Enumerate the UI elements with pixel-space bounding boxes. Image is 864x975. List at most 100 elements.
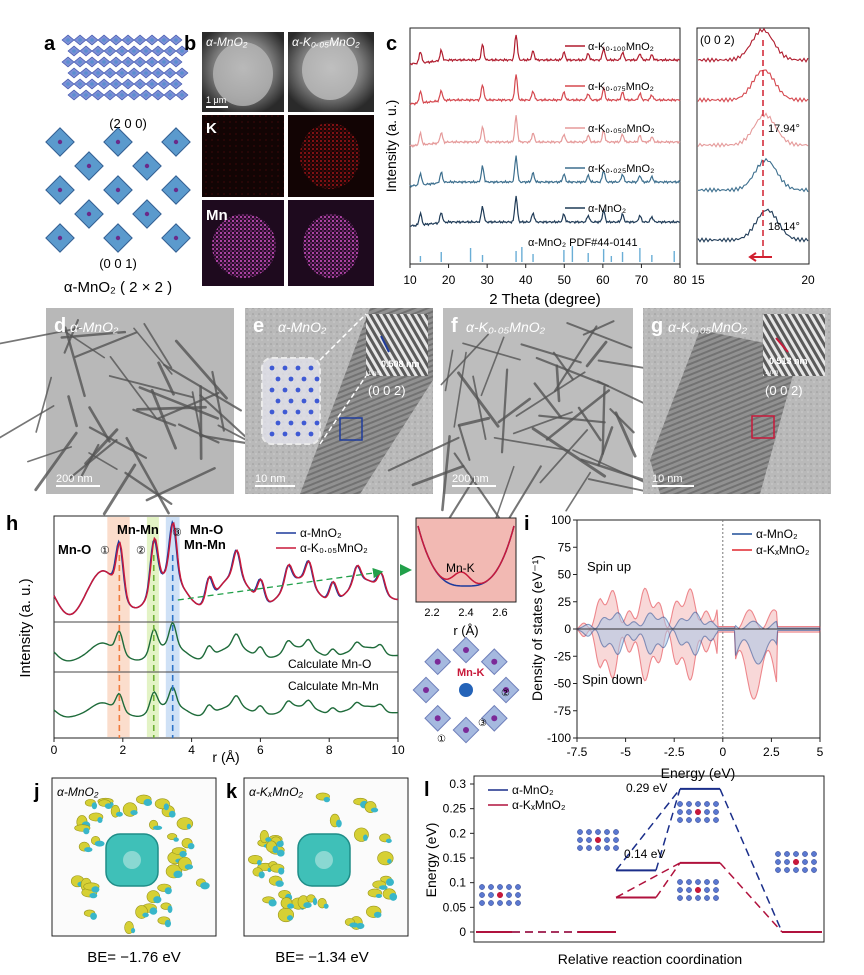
iso-cyan-lobe — [265, 837, 272, 842]
iso-cyan-lobe — [164, 887, 172, 895]
tunnel-mn-atom — [86, 211, 92, 217]
lattice-atom — [168, 93, 172, 97]
lattice-atom — [90, 38, 94, 42]
tunnel-mn-atom — [115, 187, 121, 193]
panel-letter-i: i — [524, 513, 530, 535]
l-connector-1-d — [655, 862, 681, 898]
tem-nanorod — [553, 325, 598, 392]
h-struct-mn — [434, 715, 441, 722]
iso-cyan-lobe — [363, 834, 368, 841]
lattice-atom — [84, 49, 88, 53]
tem-nanorod — [565, 471, 591, 512]
l-thumb-atom — [595, 845, 601, 851]
l-ylabel: Energy (eV) — [423, 823, 439, 898]
l-thumb-atom — [704, 887, 710, 893]
panel-k: k α-KₓMnO₂ BE= −1.34 eV — [226, 777, 409, 966]
l-connector-0-c — [719, 788, 783, 933]
l-thumb-atom — [586, 845, 592, 851]
iso-cyan-lobe — [173, 870, 183, 879]
tem-nanorod — [132, 408, 177, 427]
tem-nanorod — [211, 370, 225, 432]
lattice-atom — [72, 93, 76, 97]
iso-cyan-lobe — [84, 847, 93, 853]
lattice-atom — [78, 60, 82, 64]
h-circ-2: ② — [136, 545, 146, 557]
l-thumb-atom — [479, 900, 485, 906]
h-struct-mn — [491, 658, 498, 665]
xrd-xtick-label: 40 — [519, 273, 533, 287]
l-thumb-atom — [793, 867, 799, 873]
f-title: α-K₀.₀₅MnO₂ — [466, 319, 546, 335]
xrd-xtick-label: 10 — [403, 273, 417, 287]
e-model-atom — [269, 387, 275, 393]
label-001: (0 0 1) — [99, 256, 137, 271]
tem-nanorod — [597, 426, 614, 467]
l-thumb-atom — [686, 817, 692, 823]
lattice-atom — [66, 60, 70, 64]
g-scale-text: 10 nm — [652, 473, 683, 485]
l-thumb-atom — [686, 887, 692, 893]
tem-nanorod — [143, 322, 173, 369]
lattice-atom — [132, 49, 136, 53]
iso-cyan-lobe — [356, 922, 365, 930]
l-thumb-atom — [704, 895, 710, 901]
i-ylabel: Density of states (eV⁻¹) — [529, 555, 545, 701]
lattice-atom — [114, 38, 118, 42]
l-thumb-atom — [775, 859, 781, 865]
l-thumb-atom — [604, 845, 610, 851]
h-struct-circ-1: ① — [437, 734, 446, 745]
panel-f: f α-K₀.₀₅MnO₂ 200 nm — [387, 308, 674, 540]
iso-cyan-lobe — [349, 922, 359, 928]
iso-cyan-lobe — [323, 903, 329, 909]
dos-ytick-label: 100 — [551, 513, 571, 527]
tem-nanorod — [580, 458, 654, 485]
lattice-atom — [150, 82, 154, 86]
tunnel-mn-atom — [173, 235, 179, 241]
l-thumb-atom — [713, 809, 719, 815]
dos-xtick-label: 0 — [719, 745, 726, 759]
h-green-arrowhead — [400, 564, 412, 576]
xrd-inset-line-4 — [697, 208, 809, 243]
h-inset-frame — [415, 517, 517, 603]
iso-cyan-lobe — [303, 902, 312, 909]
iso-cyan-lobe — [387, 858, 392, 864]
lattice-atom — [138, 38, 142, 42]
panel-d: d α-MnO₂ 200 nm — [0, 308, 282, 516]
h-struct-mn — [423, 687, 429, 693]
h-calc-mnmn-line — [53, 686, 399, 718]
lattice-atom — [180, 71, 184, 75]
iso-cyan-lobe — [149, 907, 158, 915]
iso-center-glow — [123, 851, 141, 869]
iso-cyan-lobe — [286, 915, 293, 921]
iso-cyan-lobe — [278, 867, 285, 875]
panel-letter-l: l — [424, 779, 430, 801]
tem-nanorod — [609, 408, 635, 434]
tunnel-mn-atom — [57, 187, 63, 193]
tem-nanorod — [411, 464, 465, 487]
h-inset-xlabel: r (Å) — [453, 623, 478, 638]
l-thumb-atom — [775, 851, 781, 857]
lattice-atom — [150, 38, 154, 42]
panel-letter-h: h — [6, 513, 18, 535]
e-plane: (0 0 2) — [368, 383, 406, 398]
l-thumb-atom — [704, 801, 710, 807]
e-title: α-MnO₂ — [278, 319, 327, 335]
h-struct-mn — [434, 658, 441, 665]
panel-letter-f: f — [451, 315, 458, 337]
c-ylabel: Intensity (a. u.) — [383, 100, 399, 193]
iso-cyan-lobe — [167, 905, 173, 913]
c-xlabel: 2 Theta (degree) — [489, 291, 600, 308]
iso-cyan-lobe — [163, 803, 169, 811]
iso-cyan-lobe — [275, 880, 284, 887]
h-tunnel-structure: ① ② ③ — [412, 636, 520, 745]
l-thumb-atom — [677, 817, 683, 823]
e-zoom-line-2 — [319, 375, 367, 445]
tem-nanorod — [555, 364, 561, 403]
iso-cyan-lobe — [90, 912, 97, 920]
xrd-line-4 — [409, 195, 680, 228]
h-calc-mno-line — [53, 621, 398, 662]
tunnel-mn-atom — [115, 139, 121, 145]
tem-nanorod — [538, 414, 606, 424]
iso-cyan-lobe — [276, 840, 284, 848]
